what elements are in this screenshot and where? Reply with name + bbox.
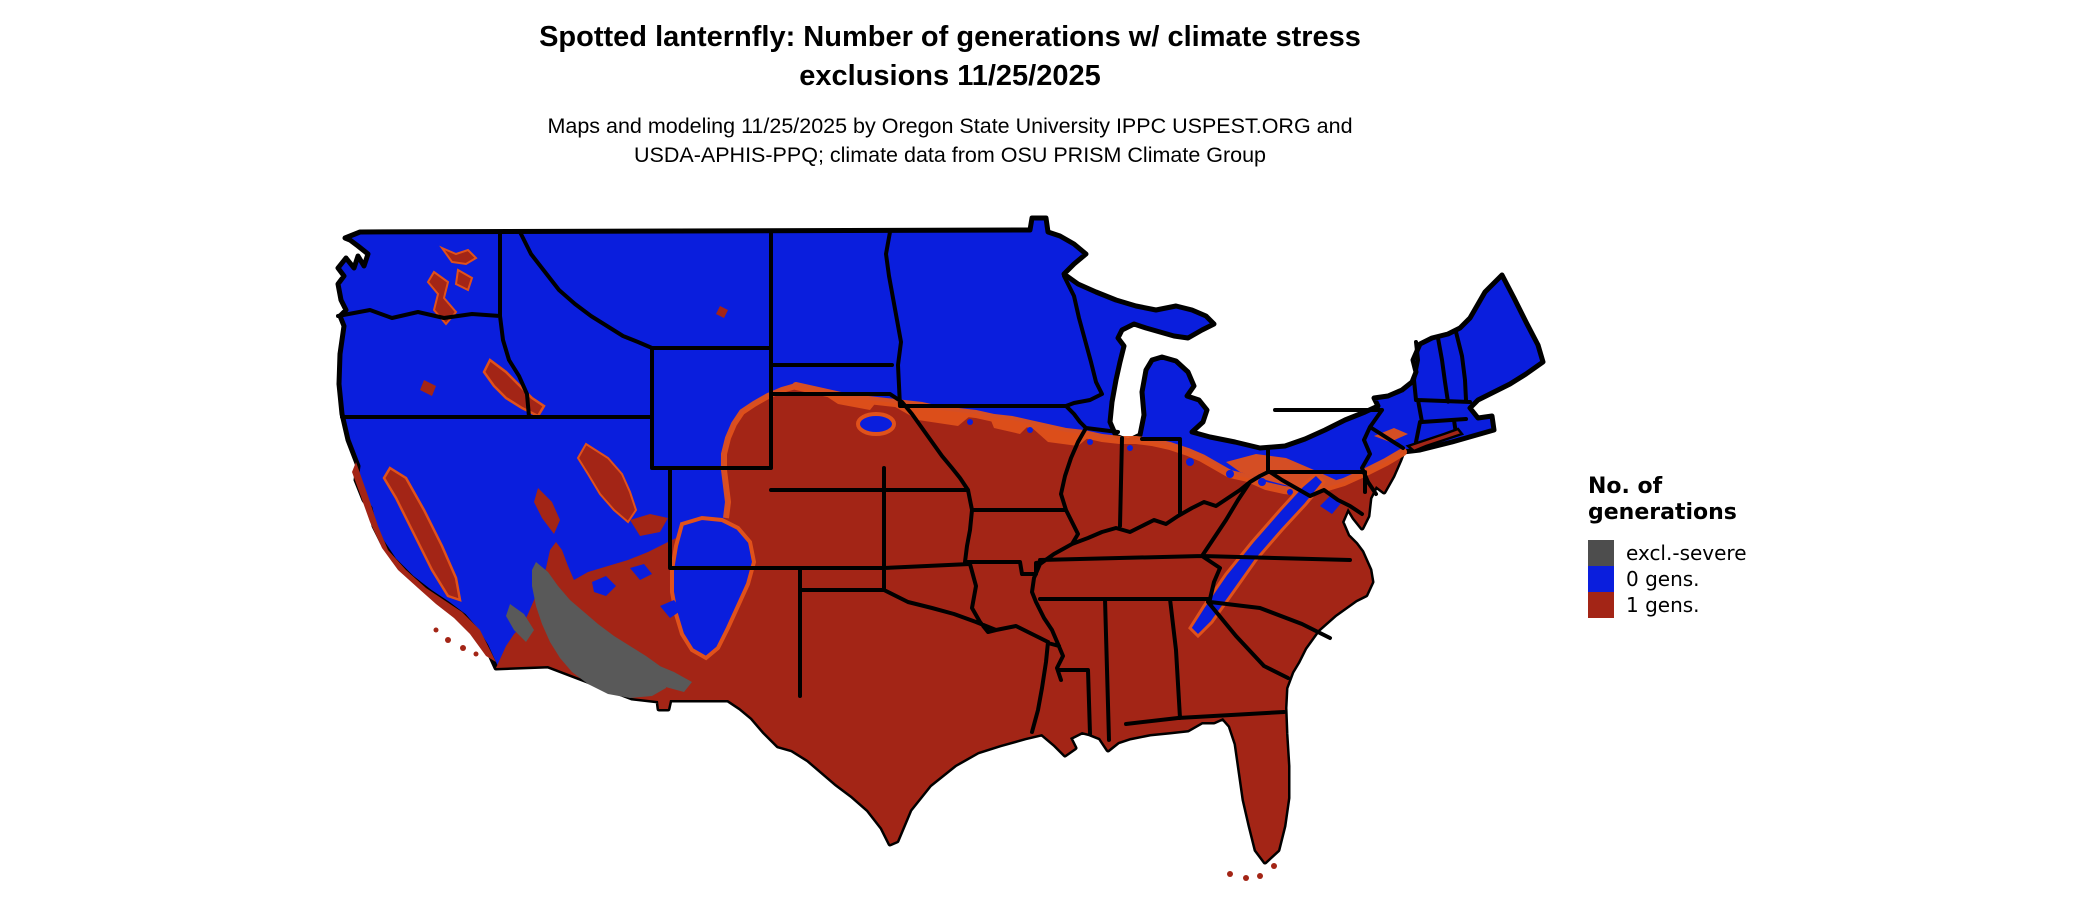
subtitle-line-1: Maps and modeling 11/25/2025 by Oregon S…	[547, 114, 1353, 138]
florida-key	[1227, 871, 1233, 877]
legend-label: excl.-severe	[1626, 541, 1747, 565]
subtitle-line-2: USDA-APHIS-PPQ; climate data from OSU PR…	[633, 143, 1267, 167]
channel-island	[445, 637, 451, 643]
map-zero-gen-enclaves	[505, 412, 1342, 661]
legend-title-line-1: No. of	[1588, 474, 1663, 499]
state-borders	[336, 230, 1472, 742]
channel-island	[433, 627, 439, 633]
channel-island	[460, 645, 466, 651]
legend-item-1-gens: 1 gens.	[1588, 592, 1747, 618]
islands	[433, 427, 1465, 881]
legend-title: No. of generations	[1588, 474, 1747, 526]
zero-gens-swatch	[1588, 566, 1614, 592]
long-island	[1405, 427, 1465, 453]
florida-key	[1271, 863, 1277, 869]
florida-key	[1257, 873, 1263, 879]
florida-key	[1243, 875, 1249, 881]
legend-title-line-2: generations	[1588, 500, 1737, 525]
map-legend: No. of generations excl.-severe 0 gens. …	[1588, 474, 1747, 618]
excl-severe-swatch	[1588, 540, 1614, 566]
legend-items: excl.-severe 0 gens. 1 gens.	[1588, 540, 1747, 618]
page-title: Spotted lanternfly: Number of generation…	[250, 18, 1650, 96]
title-line-2: exclusions 11/25/2025	[799, 60, 1101, 92]
legend-item-excl-severe: excl.-severe	[1588, 540, 1747, 566]
legend-label: 0 gens.	[1626, 567, 1700, 591]
one-gens-swatch	[1588, 592, 1614, 618]
channel-island	[473, 651, 479, 657]
legend-label: 1 gens.	[1626, 593, 1700, 617]
page-subtitle: Maps and modeling 11/25/2025 by Oregon S…	[250, 112, 1650, 170]
us-generations-map	[330, 210, 1565, 892]
map-excluded-severe-region	[506, 562, 692, 698]
title-line-1: Spotted lanternfly: Number of generation…	[539, 21, 1361, 53]
legend-item-0-gens: 0 gens.	[1588, 566, 1747, 592]
us-map-svg	[335, 215, 1546, 881]
